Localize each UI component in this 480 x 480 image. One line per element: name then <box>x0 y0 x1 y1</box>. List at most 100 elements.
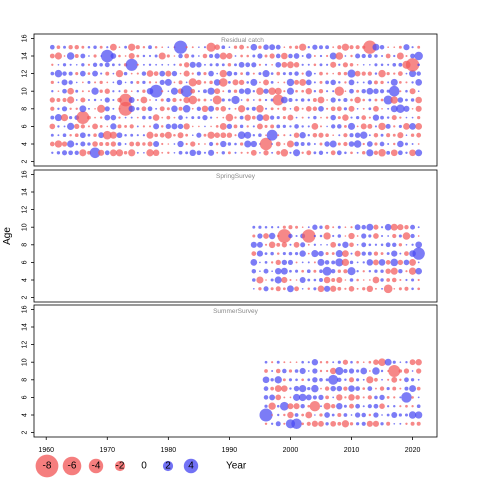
residual-bubble <box>415 79 423 86</box>
residual-bubble <box>148 81 152 84</box>
residual-bubble <box>301 287 304 290</box>
residual-bubble <box>348 368 355 374</box>
residual-bubble <box>307 378 311 382</box>
residual-bubble <box>106 81 109 84</box>
residual-bubble <box>216 116 219 119</box>
residual-bubble <box>164 131 172 139</box>
residual-bubble <box>67 96 75 104</box>
residual-bubble <box>409 385 417 393</box>
residual-bubble <box>399 81 402 84</box>
residual-bubble <box>75 89 79 93</box>
residual-bubble <box>368 116 371 119</box>
residual-bubble <box>393 287 396 290</box>
residual-bubble <box>87 90 90 93</box>
residual-bubble <box>404 413 408 417</box>
residual-bubble <box>153 123 160 130</box>
residual-bubble <box>69 133 72 137</box>
residual-bubble <box>87 125 90 128</box>
residual-bubble <box>344 226 347 229</box>
residual-bubble <box>166 54 170 58</box>
residual-bubble <box>154 45 158 49</box>
residual-bubble <box>330 79 336 86</box>
residual-bubble <box>87 142 91 146</box>
residual-bubble <box>112 81 115 84</box>
residual-bubble <box>264 369 268 373</box>
residual-bubble <box>148 115 152 120</box>
residual-bubble <box>92 141 98 147</box>
residual-bubble <box>240 54 243 58</box>
residual-bubble <box>250 259 258 266</box>
residual-bubble <box>128 105 135 112</box>
legend: -8 -6 -4 -2 0 2 4 <box>35 454 199 478</box>
residual-bubble <box>317 285 325 293</box>
residual-bubble <box>380 226 384 229</box>
residual-bubble <box>289 278 292 282</box>
residual-bubble <box>312 44 318 50</box>
residual-bubble <box>337 98 341 102</box>
residual-bubble <box>318 394 324 401</box>
residual-bubble <box>92 70 98 77</box>
residual-bubble <box>390 78 398 86</box>
residual-bubble <box>277 134 280 137</box>
residual-bubble <box>301 226 304 229</box>
residual-bubble <box>393 125 396 128</box>
residual-bubble <box>191 125 194 128</box>
residual-bubble <box>360 123 367 130</box>
y-tick-label: 8 <box>22 243 29 247</box>
residual-bubble <box>380 252 384 256</box>
residual-bubble <box>338 63 341 66</box>
residual-bubble <box>203 98 207 102</box>
residual-bubble <box>343 141 348 147</box>
y-tick-label: 6 <box>22 260 29 264</box>
residual-bubble <box>300 142 305 146</box>
residual-bubble <box>349 278 354 282</box>
residual-bubble <box>399 378 402 381</box>
residual-bubble <box>343 404 347 408</box>
residual-bubble <box>188 95 198 105</box>
residual-bubble <box>331 124 336 129</box>
residual-bubble <box>282 124 286 129</box>
residual-bubble <box>349 260 354 265</box>
residual-bubble <box>275 421 281 427</box>
residual-bubble <box>335 250 343 258</box>
residual-bubble <box>405 58 420 72</box>
residual-bubble <box>397 150 403 156</box>
residual-bubble <box>313 89 317 93</box>
residual-bubble <box>263 44 269 50</box>
residual-bubble <box>118 63 121 66</box>
residual-bubble <box>343 413 348 417</box>
residual-bubble <box>289 134 292 137</box>
residual-bubble <box>301 269 305 273</box>
residual-bubble <box>67 122 75 131</box>
residual-bubble <box>366 149 374 157</box>
residual-bubble <box>104 88 110 94</box>
residual-bubble <box>343 386 348 391</box>
x-tick-label: 1990 <box>222 447 238 454</box>
residual-bubble <box>204 63 206 66</box>
residual-bubble <box>252 99 255 101</box>
residual-bubble <box>313 278 317 282</box>
residual-bubble <box>380 98 384 102</box>
residual-bubble <box>360 367 368 375</box>
residual-bubble <box>225 113 234 122</box>
residual-bubble <box>213 79 221 86</box>
residual-bubble <box>288 369 293 373</box>
residual-bubble <box>386 395 390 399</box>
residual-bubble <box>366 376 374 384</box>
residual-bubble <box>207 87 215 95</box>
residual-bubble <box>185 46 188 49</box>
residual-bubble <box>336 385 343 392</box>
residual-bubble <box>161 142 164 146</box>
residual-bubble <box>79 149 87 157</box>
residual-bubble <box>125 58 138 71</box>
residual-bubble <box>228 81 231 84</box>
residual-bubble <box>325 360 329 364</box>
panel-2: SummerSurvey 2 4 6 8 10 12 14 16 <box>22 304 438 438</box>
residual-bubble <box>301 261 304 264</box>
residual-bubble <box>51 63 54 66</box>
residual-bubble <box>227 151 231 155</box>
residual-bubble <box>380 369 384 373</box>
residual-bubble <box>92 123 98 130</box>
residual-bubble <box>356 63 359 66</box>
residual-bubble <box>383 284 393 294</box>
